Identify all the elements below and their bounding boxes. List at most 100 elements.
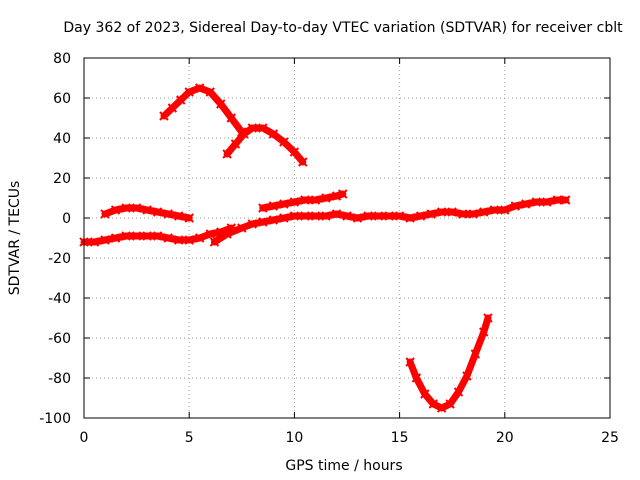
data-point xyxy=(205,87,215,97)
data-point xyxy=(152,207,163,217)
data-point xyxy=(331,191,342,201)
data-point xyxy=(247,219,258,229)
data-point xyxy=(173,211,184,221)
data-point xyxy=(222,149,232,159)
data-point xyxy=(184,235,194,245)
data-point xyxy=(445,399,455,409)
data-point xyxy=(163,233,173,243)
y-tick-label: 80 xyxy=(53,51,71,67)
data-point xyxy=(321,193,331,203)
chart-title: Day 362 of 2023, Sidereal Day-to-day VTE… xyxy=(63,20,623,36)
data-point xyxy=(470,349,481,359)
y-tick-label: 60 xyxy=(53,91,71,107)
data-point xyxy=(142,231,152,241)
data-point xyxy=(436,207,447,217)
data-point xyxy=(268,201,279,211)
y-tick-label: 20 xyxy=(53,171,71,187)
data-point xyxy=(184,87,194,97)
data-point xyxy=(279,199,289,209)
data-point xyxy=(462,371,472,381)
data-point xyxy=(384,211,394,221)
series-arc-4 xyxy=(222,123,308,167)
data-point xyxy=(237,223,247,233)
y-axis-label: SDTVAR / TECUs xyxy=(7,181,23,296)
data-point xyxy=(268,129,279,139)
data-point xyxy=(222,229,232,239)
series-line xyxy=(210,196,570,246)
data-point xyxy=(310,211,321,221)
series-arc-3 xyxy=(159,83,247,137)
data-point xyxy=(298,157,308,167)
data-point xyxy=(110,233,121,243)
x-tick-label: 10 xyxy=(285,430,303,446)
data-point xyxy=(268,215,279,225)
data-point xyxy=(195,233,205,243)
data-point xyxy=(426,209,436,219)
data-point xyxy=(542,197,552,207)
data-point xyxy=(279,213,289,223)
data-point xyxy=(258,203,268,213)
data-point xyxy=(510,201,521,211)
data-point xyxy=(167,103,178,113)
data-point xyxy=(209,237,220,247)
x-axis-label: GPS time / hours xyxy=(285,458,402,474)
data-point xyxy=(100,235,110,245)
data-point xyxy=(483,313,493,323)
data-point xyxy=(342,211,352,221)
y-tick-label: -80 xyxy=(48,371,71,387)
y-tick-label: -40 xyxy=(48,291,71,307)
data-point xyxy=(500,205,510,215)
y-tick-label: 0 xyxy=(62,211,71,227)
data-point xyxy=(173,235,184,245)
data-point xyxy=(331,209,342,219)
data-point xyxy=(428,399,438,409)
series-arc-1 xyxy=(79,223,236,247)
y-tick-label: -20 xyxy=(48,251,71,267)
data-point xyxy=(310,195,321,205)
series-arc-6 xyxy=(258,189,348,213)
data-point xyxy=(289,197,300,207)
data-point xyxy=(521,199,531,209)
x-tick-label: 0 xyxy=(80,430,89,446)
data-point xyxy=(479,207,489,217)
data-point xyxy=(289,211,300,221)
data-point xyxy=(226,113,236,123)
data-point xyxy=(279,137,289,147)
y-tick-label: -100 xyxy=(39,411,71,427)
data-point xyxy=(453,387,464,397)
data-point xyxy=(159,111,169,121)
data-point xyxy=(205,229,215,239)
data-point xyxy=(152,231,163,241)
data-point xyxy=(338,189,348,199)
data-point xyxy=(195,83,205,93)
data-point xyxy=(239,129,249,139)
data-point xyxy=(394,211,405,221)
data-point xyxy=(436,403,447,413)
axis-ticks: -100 -80 -60 -40 -20 0 20 40 60 80 0 5 10 15 20 25 xyxy=(39,51,619,446)
data-point xyxy=(163,209,173,219)
x-tick-label: 20 xyxy=(496,430,514,446)
plot-area xyxy=(79,83,571,413)
data-point xyxy=(89,237,100,247)
data-point xyxy=(131,231,142,241)
data-point xyxy=(121,231,131,241)
data-point xyxy=(420,389,430,399)
data-point xyxy=(415,211,426,221)
x-tick-label: 15 xyxy=(391,430,409,446)
data-point xyxy=(405,213,415,223)
data-point xyxy=(468,209,478,219)
data-point xyxy=(247,123,258,133)
x-tick-label: 25 xyxy=(601,430,619,446)
data-point xyxy=(258,123,268,133)
data-point xyxy=(300,195,310,205)
data-point xyxy=(363,211,373,221)
data-point xyxy=(216,99,226,109)
data-point xyxy=(100,209,110,219)
y-tick-label: -60 xyxy=(48,331,71,347)
data-point xyxy=(447,207,457,217)
data-point xyxy=(121,203,131,213)
data-point xyxy=(531,197,542,207)
data-point xyxy=(489,205,499,215)
data-point xyxy=(552,195,563,205)
